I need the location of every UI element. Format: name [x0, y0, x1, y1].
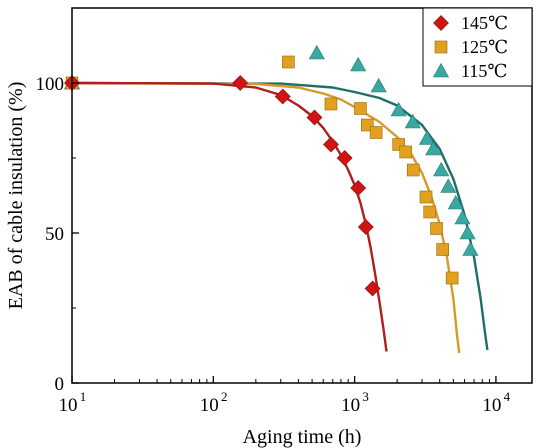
y-tick-label-1: 50 — [45, 224, 64, 245]
point-145-8 — [364, 280, 381, 297]
point-115-9 — [440, 178, 457, 193]
point-125-3 — [354, 102, 367, 115]
point-115-7 — [425, 140, 442, 156]
point-115-1 — [308, 44, 325, 60]
point-115-8 — [433, 161, 450, 177]
point-115-13 — [462, 241, 479, 256]
point-125-2 — [324, 97, 338, 111]
x-tick-label-3: 10 — [482, 395, 501, 416]
point-145-5 — [336, 150, 353, 166]
point-125-1 — [282, 55, 295, 69]
x-axis-label: Aging time (h) — [243, 426, 362, 448]
point-115-10 — [447, 194, 464, 210]
y-axis-label: EAB of cable insulation (%) — [5, 82, 27, 310]
x-tick-label-0: 10 — [59, 395, 78, 416]
legend-label-125: 125℃ — [461, 37, 508, 57]
y-tick-label-0: 0 — [55, 374, 65, 395]
plot-frame — [71, 7, 533, 384]
fit-curve-115 — [71, 81, 489, 351]
point-115-12 — [459, 224, 476, 240]
point-115-2 — [350, 56, 367, 72]
x-tick-exponent-3: 4 — [504, 389, 511, 404]
point-145-2 — [274, 88, 291, 105]
y-tick-label-2: 100 — [36, 74, 65, 95]
point-145-4 — [323, 136, 339, 153]
point-125-10 — [423, 205, 437, 219]
x-tick-label-2: 10 — [341, 395, 360, 416]
point-145-7 — [357, 219, 374, 235]
point-115-5 — [404, 113, 421, 129]
legend-label-145: 145℃ — [461, 13, 508, 33]
point-115-11 — [454, 209, 471, 225]
point-125-9 — [419, 190, 433, 204]
x-tick-label-1: 10 — [200, 395, 219, 416]
legend-label-115: 115℃ — [461, 61, 507, 81]
x-tick-exponent-0: 1 — [80, 389, 87, 404]
legend: 145℃ 125℃ 115℃ — [422, 7, 533, 87]
point-145-1 — [232, 75, 249, 91]
point-115-4 — [390, 101, 407, 117]
legend-marker-115 — [432, 62, 450, 78]
point-125-8 — [406, 163, 420, 177]
point-145-3 — [306, 109, 323, 126]
point-115-6 — [418, 130, 435, 145]
point-145-6 — [350, 180, 367, 196]
legend-marker-145 — [433, 15, 449, 31]
x-tick-exponent-2: 3 — [362, 389, 369, 404]
point-125-13 — [445, 271, 459, 285]
point-115-3 — [370, 77, 387, 93]
legend-marker-125 — [434, 40, 448, 54]
point-125-11 — [430, 222, 443, 235]
data-markers — [63, 44, 479, 297]
point-125-7 — [399, 145, 413, 159]
x-tick-exponent-1: 2 — [221, 389, 228, 404]
point-125-5 — [369, 126, 383, 139]
point-125-12 — [436, 243, 449, 256]
